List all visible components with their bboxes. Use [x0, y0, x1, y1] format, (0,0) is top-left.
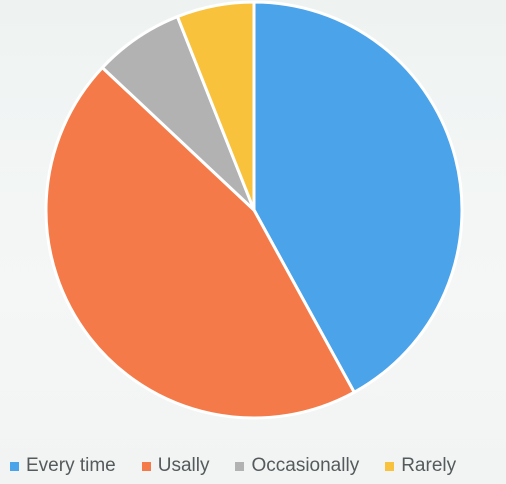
legend-item-every-time: Every time — [10, 455, 116, 477]
legend-item-rarely: Rarely — [385, 455, 456, 477]
legend-item-usally: Usally — [141, 455, 210, 477]
legend: Every time Usally Occasionally Rarely — [10, 455, 506, 477]
legend-swatch — [141, 461, 151, 471]
legend-item-occasionally: Occasionally — [235, 455, 359, 477]
pie-slice-usally — [44, 66, 356, 420]
pie-slice-rarely — [175, 0, 256, 212]
legend-label: Every time — [26, 455, 116, 476]
legend-swatch — [10, 461, 19, 471]
legend-swatch — [385, 461, 395, 471]
legend-label: Occasionally — [251, 455, 360, 476]
legend-swatch — [235, 461, 245, 471]
legend-label: Rarely — [401, 455, 457, 476]
legend-label: Usally — [157, 455, 210, 476]
pie-slice-every-time — [252, 0, 464, 394]
